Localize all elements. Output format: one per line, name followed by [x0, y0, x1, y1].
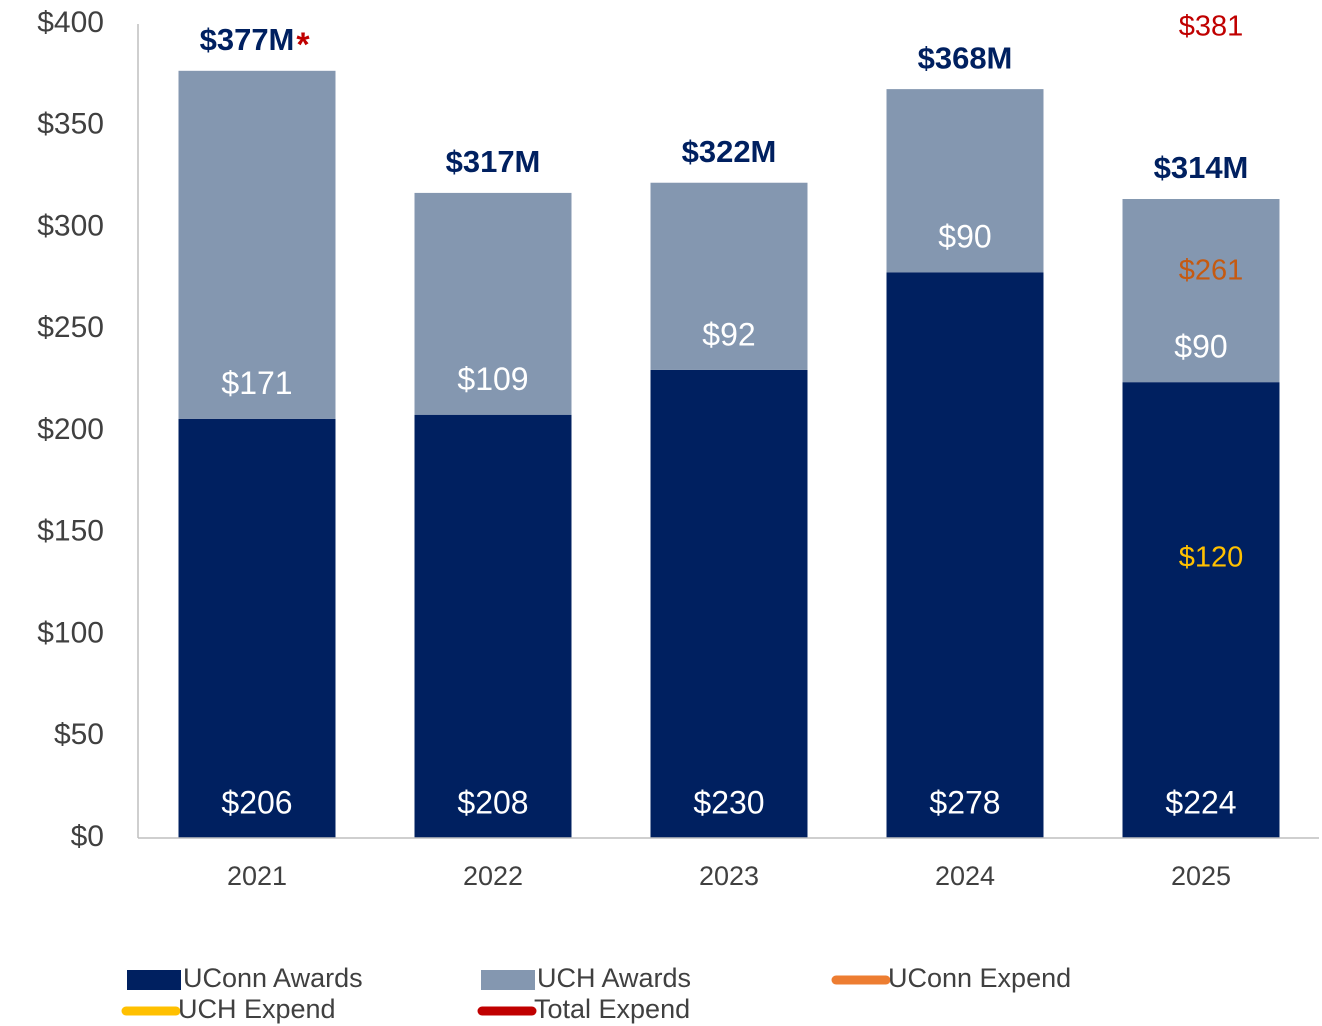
bar-label: $208 — [457, 784, 528, 820]
legend-label: UConn Expend — [888, 963, 1071, 993]
x-tick-label: 2023 — [699, 861, 759, 891]
bar-label: $109 — [457, 361, 528, 397]
y-tick-label: $50 — [54, 718, 104, 751]
annotation: * — [296, 26, 310, 64]
bar-segment — [886, 272, 1044, 838]
bar-label: $171 — [221, 365, 292, 401]
y-tick-label: $250 — [37, 311, 104, 344]
x-tick-label: 2021 — [227, 861, 287, 891]
legend-label: UCH Awards — [537, 963, 691, 993]
bar-segment — [178, 70, 336, 419]
line-label: $261 — [1179, 255, 1244, 287]
y-tick-label: $350 — [37, 108, 104, 141]
line-label: $120 — [1179, 541, 1244, 573]
x-tick-label: 2025 — [1171, 861, 1231, 891]
y-tick-label: $400 — [37, 6, 104, 39]
y-tick-label: $200 — [37, 413, 104, 446]
legend-label: UConn Awards — [183, 963, 363, 993]
bar-segment — [178, 418, 336, 838]
bar-label: $206 — [221, 784, 292, 820]
legend-label: UCH Expend — [178, 994, 336, 1024]
bar-label: $90 — [938, 219, 991, 255]
bar-segment — [1122, 382, 1280, 838]
total-label: $368M — [918, 40, 1013, 75]
bar-segment — [414, 192, 572, 415]
total-label: $317M — [446, 144, 541, 179]
legend-swatch — [481, 970, 535, 990]
y-tick-label: $100 — [37, 616, 104, 649]
bar-label: $278 — [929, 784, 1000, 820]
bar-segment — [650, 369, 808, 838]
y-tick-label: $300 — [37, 209, 104, 242]
bar-label: $90 — [1174, 329, 1227, 365]
total-label: $377M — [200, 22, 295, 57]
bar-segment — [414, 414, 572, 838]
bar-segment — [650, 182, 808, 370]
total-label: $314M — [1154, 150, 1249, 185]
line-label: $381 — [1179, 10, 1244, 42]
bar-label: $230 — [693, 784, 764, 820]
total-label: $322M — [682, 134, 777, 169]
y-tick-label: $0 — [71, 820, 104, 853]
legend-label: Total Expend — [534, 994, 690, 1024]
bar-segment — [886, 89, 1044, 273]
bar-label: $224 — [1165, 784, 1236, 820]
bar-label: $92 — [702, 316, 755, 352]
y-tick-label: $150 — [37, 515, 104, 548]
x-tick-label: 2022 — [463, 861, 523, 891]
legend-swatch — [127, 970, 181, 990]
x-tick-label: 2024 — [935, 861, 995, 891]
bar-segment — [1122, 199, 1280, 383]
